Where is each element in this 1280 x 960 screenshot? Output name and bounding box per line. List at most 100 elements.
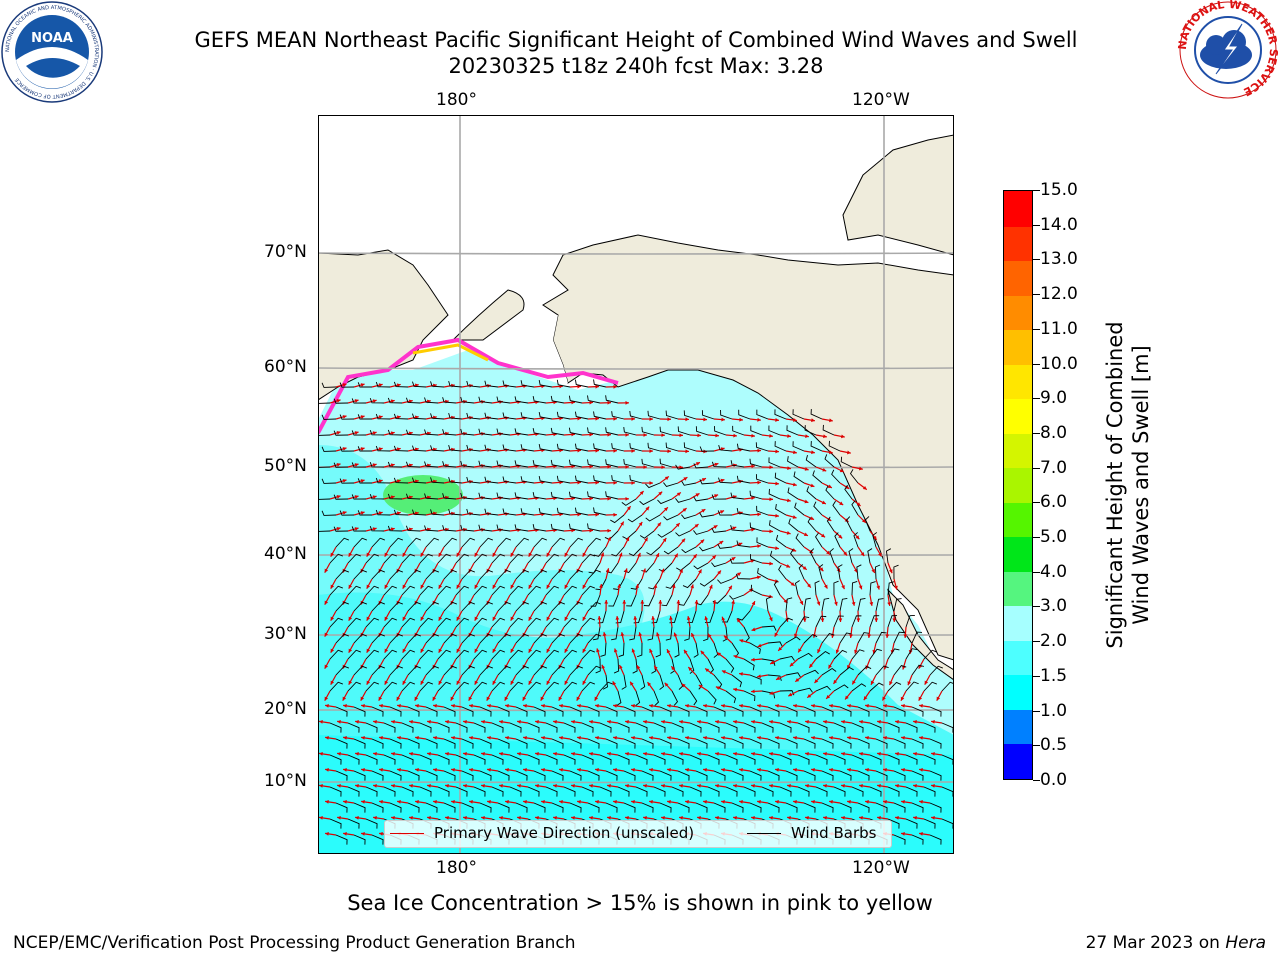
wave-direction-arrowhead [600,552,605,557]
wave-direction-arrowhead [834,601,838,606]
wind-barb [448,413,463,420]
wave-direction-arrowhead [661,751,665,756]
wave-direction-arrowhead [391,815,395,820]
wave-direction-arrowhead [319,751,323,756]
wind-barb [412,509,427,516]
wind-barb [466,444,481,452]
wind-barb [407,633,421,644]
wave-direction-arrowhead [774,632,779,637]
wave-direction-arrowhead [838,534,843,539]
wind-barb [893,770,906,781]
wind-barb [821,706,834,717]
wind-barb [455,722,468,733]
wind-barb [675,464,691,470]
sea-ice-note: Sea Ice Concentration > 15% is shown in … [347,891,933,915]
wave-direction-arrowhead [523,799,527,804]
wind-barb [833,615,844,628]
wave-direction-arrowhead [669,616,673,620]
wave-direction-arrowhead [535,783,539,788]
wind-barb [353,537,367,548]
wave-direction-arrowhead [769,529,773,534]
wind-barb [365,553,379,564]
wind-barb [815,722,828,733]
wave-direction-arrowhead [540,696,545,701]
wave-direction-arrowhead [361,799,365,804]
wind-barb [357,446,373,452]
wave-direction-arrowhead [757,767,761,772]
wind-barb [611,443,625,452]
wind-barb [735,573,751,580]
wind-barb [515,665,529,676]
wind-barb [611,475,625,484]
wave-direction-arrowhead [807,694,812,698]
wind-barb [731,802,744,813]
wave-direction-arrowhead [877,783,881,788]
wind-barb [387,397,403,404]
wind-barb [803,738,816,749]
wave-direction-arrowhead [390,399,395,404]
wind-barb [593,546,607,557]
wave-direction-arrowhead [433,767,437,772]
wave-direction-arrowhead [492,584,497,589]
wave-direction-arrowhead [775,481,779,486]
wave-direction-arrowhead [871,568,875,573]
wave-direction-arrowhead [739,735,743,740]
wave-direction-arrowhead [355,719,359,724]
wave-direction-arrowhead [829,418,833,423]
wave-direction-arrowhead [931,751,935,756]
wave-direction-arrowhead [390,527,395,532]
wave-direction-arrowhead [829,703,833,708]
wave-direction-arrowhead [786,564,791,568]
wind-barb [593,475,607,484]
wind-barb [792,409,805,420]
wind-barb [369,494,385,500]
wave-direction-arrowhead [715,719,719,724]
wind-barb [424,429,439,436]
wind-barb [387,525,403,532]
wind-barb [545,754,558,765]
wave-direction-arrowhead [384,616,389,621]
wind-barb [351,494,367,500]
wind-barb [701,410,715,420]
wave-direction-arrowhead [546,584,551,589]
wind-barb [793,471,805,484]
wind-barb [648,578,661,590]
wave-direction-arrowhead [901,767,905,772]
wind-barb [779,754,792,765]
wave-direction-arrowhead [355,751,359,756]
wave-direction-arrowhead [787,815,791,820]
wind-barb [773,580,781,596]
wave-direction-arrowhead [671,584,676,589]
colorbar-segment [1004,398,1032,434]
wind-barb [461,633,475,644]
wave-direction-arrowhead [811,799,815,804]
wave-direction-arrowhead [685,735,689,740]
wind-barb [661,594,673,607]
wind-barb [761,658,776,666]
wind-barb [448,445,463,452]
wave-direction-arrowhead [845,695,849,700]
wave-direction-arrowhead [607,815,611,820]
wave-direction-arrowhead [319,815,323,820]
wind-barb [804,425,817,436]
wave-direction-arrowhead [528,552,533,557]
wave-direction-arrowhead [649,703,653,708]
wave-direction-arrowhead [631,703,635,708]
wind-barb [720,409,733,420]
wind-barb [333,398,349,404]
wind-barb [623,802,636,813]
wind-barb [351,430,367,436]
wave-direction-arrowhead [715,815,719,820]
wave-direction-arrowhead [913,783,917,788]
wave-direction-arrowhead [481,815,485,820]
colorbar-label: Significant Height of Combined Wind Wave… [1102,321,1154,648]
wave-direction-arrowhead [571,400,575,405]
wind-barb [887,615,898,628]
wind-barb [437,585,451,596]
wave-direction-arrowhead [769,433,773,438]
wave-direction-arrowhead [361,767,365,772]
wind-barb [608,594,619,607]
wind-barb [545,786,558,797]
wind-barb [461,537,475,548]
wind-barb [527,553,541,564]
